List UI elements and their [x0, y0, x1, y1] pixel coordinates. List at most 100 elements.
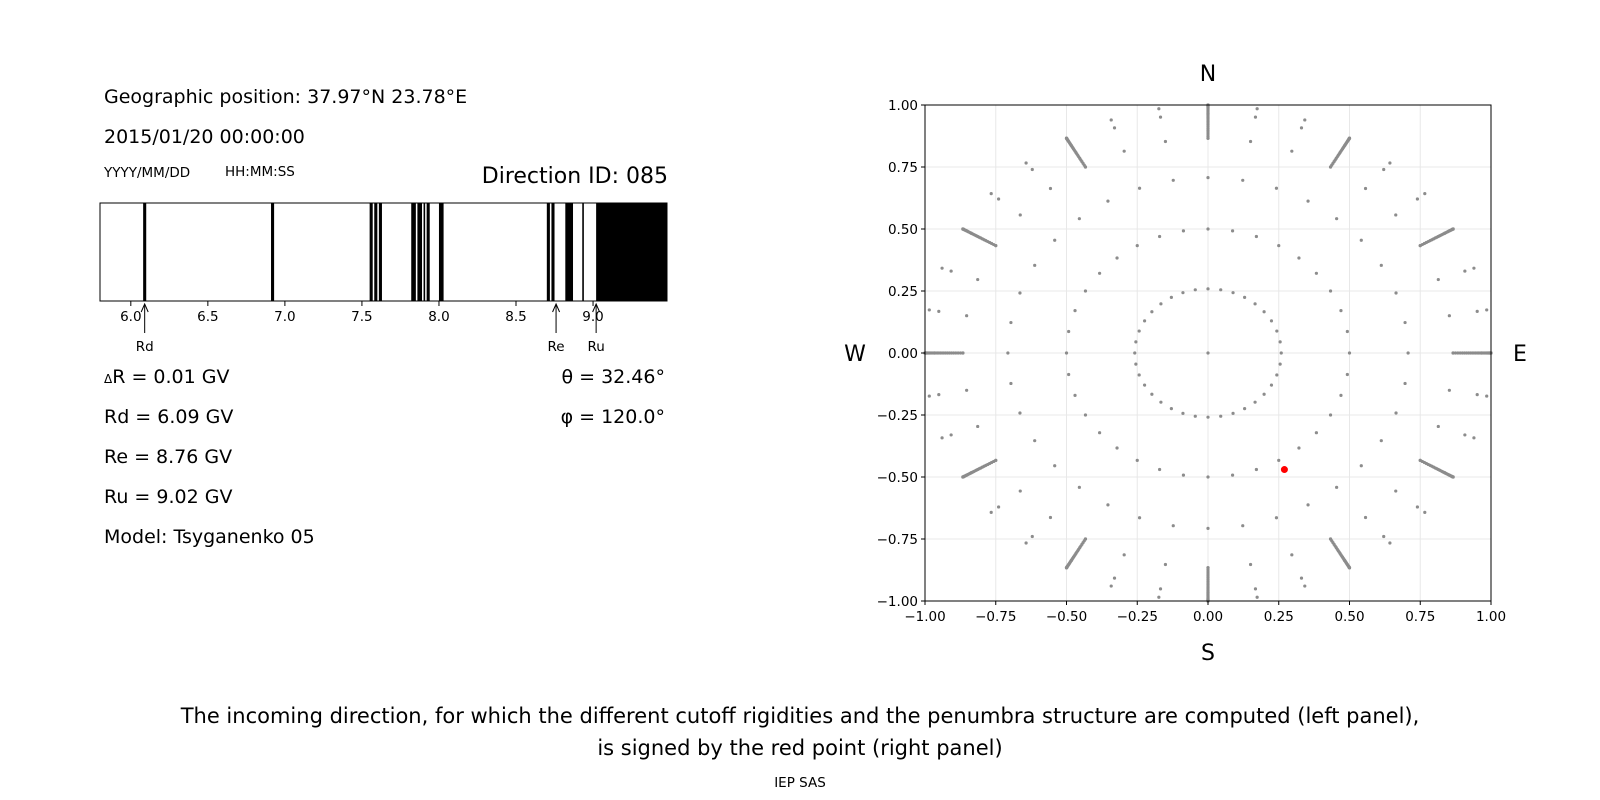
direction-point — [1122, 553, 1126, 557]
south-label: S — [1201, 641, 1215, 666]
direction-point — [1254, 467, 1258, 472]
direction-point — [1275, 329, 1279, 333]
direction-point — [1269, 383, 1274, 387]
y-tick-label: 0.00 — [888, 346, 918, 362]
y-tick-label: 0.75 — [888, 160, 918, 176]
direction-point — [927, 394, 931, 398]
marker-label-rd: Rd — [136, 339, 154, 355]
direction-point — [961, 475, 965, 479]
direction-point — [1339, 393, 1343, 398]
x-tick-label: 0.50 — [1334, 609, 1364, 625]
delta-r-value: ΔR = 0.01 GV — [104, 366, 229, 388]
direction-point — [1248, 562, 1253, 567]
y-tick-label: −1.00 — [877, 594, 918, 610]
direction-point — [1359, 464, 1363, 468]
direction-point — [1382, 167, 1386, 172]
direction-point — [965, 314, 969, 318]
direction-point — [1328, 289, 1333, 293]
direction-point — [1106, 503, 1110, 507]
north-label: N — [1200, 62, 1216, 87]
re-value: Re = 8.76 GV — [104, 446, 233, 468]
direction-point — [1447, 388, 1451, 392]
direction-point — [956, 351, 960, 355]
direction-point — [1335, 217, 1339, 221]
marker-arrowhead-ru — [592, 302, 601, 313]
direction-point — [1150, 310, 1154, 314]
x-tick-label: 0.25 — [1264, 609, 1294, 625]
direction-point — [1423, 191, 1427, 196]
direction-point — [1181, 229, 1186, 233]
direction-point — [1254, 234, 1258, 239]
direction-point — [1458, 351, 1462, 355]
direction-point — [1181, 411, 1185, 415]
direction-point — [1142, 319, 1147, 323]
direction-point — [1306, 503, 1310, 507]
direction-point — [1262, 392, 1266, 396]
direction-point — [1359, 238, 1363, 242]
penumbra-tick-label: 9.0 — [582, 309, 603, 325]
direction-point — [1142, 383, 1147, 387]
direction-point — [1024, 541, 1028, 545]
direction-point — [1436, 277, 1440, 282]
direction-point — [1303, 584, 1307, 588]
direction-point — [1403, 381, 1407, 386]
penumbra-band — [411, 203, 416, 301]
penumbra-markers: Rd Re Ru — [136, 302, 605, 355]
direction-point — [1347, 566, 1352, 570]
direction-point — [1436, 424, 1440, 429]
direction-point — [1206, 287, 1210, 291]
direction-point — [1134, 340, 1138, 344]
penumbra-band — [143, 203, 147, 301]
penumbra-band — [369, 203, 373, 301]
directions-points — [923, 103, 1493, 603]
direction-point — [1463, 433, 1467, 437]
direction-point — [1243, 406, 1247, 411]
x-tick-label: −0.25 — [1117, 609, 1158, 625]
direction-point — [1137, 516, 1142, 520]
direction-point — [1206, 526, 1210, 530]
directions-chart: −1.00 −0.75 −0.50 −0.25 0.00 0.25 0.50 0.75 1.00… — [844, 62, 1527, 666]
direction-point — [989, 510, 993, 515]
direction-point — [1159, 302, 1163, 306]
direction-point — [1135, 244, 1139, 248]
direction-point — [1157, 595, 1161, 599]
direction-point — [1463, 269, 1467, 273]
direction-point — [1297, 256, 1301, 260]
rd-value: Rd = 6.09 GV — [104, 406, 234, 428]
direction-point — [1169, 406, 1173, 411]
direction-point — [1067, 372, 1071, 377]
direction-point — [1098, 271, 1102, 275]
direction-point — [927, 308, 931, 312]
direction-point — [1447, 314, 1451, 318]
direction-point — [976, 424, 980, 429]
penumbra-band — [374, 203, 378, 301]
direction-point — [1122, 149, 1126, 153]
direction-point — [1299, 576, 1304, 580]
direction-point — [1278, 340, 1282, 344]
direction-point — [1064, 566, 1069, 570]
direction-point — [1024, 161, 1028, 165]
direction-point — [1064, 351, 1069, 355]
direction-point — [1030, 534, 1034, 539]
direction-point — [1379, 439, 1383, 443]
direction-point — [1453, 351, 1458, 355]
caption-line-2: is signed by the red point (right panel) — [597, 736, 1003, 760]
direction-point — [1193, 288, 1197, 292]
direction-point — [1345, 372, 1349, 377]
time-format-label: HH:MM:SS — [225, 164, 295, 180]
direction-point — [1106, 199, 1110, 203]
y-tick-label: −0.50 — [877, 470, 918, 486]
penumbra-band — [423, 203, 426, 301]
direction-point — [1255, 107, 1259, 111]
direction-point — [1231, 291, 1235, 295]
direction-point — [1171, 524, 1175, 528]
direction-point — [996, 197, 1001, 201]
x-tick-label: −0.50 — [1046, 609, 1087, 625]
y-tick-label: −0.75 — [877, 532, 918, 548]
direction-point — [1451, 227, 1455, 231]
direction-point — [1158, 115, 1163, 119]
direction-point — [1379, 263, 1383, 267]
direction-point — [1112, 576, 1117, 580]
direction-point — [1363, 515, 1368, 520]
direction-point — [1347, 136, 1352, 140]
